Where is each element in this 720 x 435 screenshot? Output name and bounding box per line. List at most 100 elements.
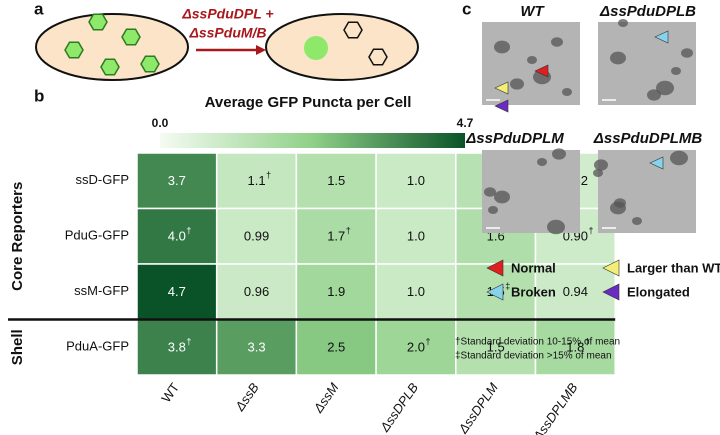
cell-label: 1.0 xyxy=(407,173,425,188)
heatmap-cell xyxy=(375,207,457,265)
cell-marker: † xyxy=(186,337,191,347)
particle xyxy=(537,158,547,166)
chart-title: Average GFP Puncta per Cell xyxy=(205,94,412,111)
cell-label: 3.3 xyxy=(248,340,266,355)
cell-label: 4.7 xyxy=(168,284,186,299)
image-title: ΔssPduDPLMB xyxy=(593,130,703,147)
micrograph xyxy=(482,150,580,233)
cell-label: 1.0 xyxy=(407,284,425,299)
cell-marker: † xyxy=(585,337,590,347)
particle xyxy=(594,159,608,171)
hexagon xyxy=(88,13,108,31)
cell-label: 1.0 xyxy=(407,229,425,244)
legend-swatch xyxy=(602,259,620,277)
cell-label: 2.0 xyxy=(407,340,425,355)
column-label: ΔssDPLMB xyxy=(530,380,581,435)
particle xyxy=(552,148,566,160)
row-group-label: Core Reporters xyxy=(9,182,26,291)
column-label: WT xyxy=(158,380,182,405)
particle xyxy=(671,67,681,75)
heatmap-cell xyxy=(215,318,298,376)
colorbar xyxy=(160,133,465,148)
arrowhead xyxy=(494,81,509,95)
cell-marker: † xyxy=(186,226,191,236)
legend-label: Normal xyxy=(511,260,556,275)
cell-label: 1.5 xyxy=(487,340,505,355)
heatmap-cell xyxy=(215,152,298,210)
panel-label: b xyxy=(34,86,44,105)
hexagon xyxy=(64,41,84,59)
particle xyxy=(647,89,661,101)
heatmap-cell xyxy=(534,263,616,321)
cell-label: 1.1 xyxy=(248,173,266,188)
cell-label: 1.7 xyxy=(327,229,345,244)
panel-label: a xyxy=(34,0,44,18)
image-title: ΔssPduDPLM xyxy=(465,130,564,147)
heatmap-cell xyxy=(136,263,218,321)
particle xyxy=(656,80,674,96)
colorbar-tick-label: 0.0 xyxy=(152,116,169,130)
cell-label: 0.99 xyxy=(244,229,269,244)
colorbar-tick-label: 4.7 xyxy=(457,116,474,130)
arrow-label: ΔssPduM/B xyxy=(188,25,266,41)
arrowhead xyxy=(649,156,664,170)
cell-label: 1.5 xyxy=(327,173,345,188)
cell-label: 3.7 xyxy=(168,173,186,188)
image-title: WT xyxy=(520,3,545,20)
heatmap-cell xyxy=(136,207,218,265)
legend-label: Larger than WT xyxy=(627,260,720,275)
hexagon xyxy=(121,28,141,46)
legend-label: Elongated xyxy=(627,284,690,299)
hexagon xyxy=(368,48,388,66)
particle xyxy=(562,88,572,96)
hexagon xyxy=(100,58,120,76)
particle xyxy=(681,48,693,58)
micrograph xyxy=(598,22,696,105)
particle xyxy=(551,37,563,47)
particle xyxy=(527,56,537,64)
cell xyxy=(265,13,419,81)
row-label: PduG-GFP xyxy=(65,228,129,243)
particle xyxy=(494,40,510,54)
footnote: ‡Standard deviation >15% of mean xyxy=(455,351,612,362)
particle xyxy=(632,217,642,225)
cell-label: 3.8 xyxy=(168,340,186,355)
cell-label: 1.9 xyxy=(327,284,345,299)
hexagon xyxy=(343,21,363,39)
particle xyxy=(494,190,510,204)
hexagon xyxy=(140,55,160,73)
heatmap-cell xyxy=(534,318,616,376)
cell-marker: † xyxy=(266,170,271,180)
cell-label: 4.0 xyxy=(168,229,186,244)
heatmap-cell xyxy=(295,152,377,210)
cell-marker: † xyxy=(346,226,351,236)
column-label: ΔssDPLM xyxy=(455,380,501,435)
cell-label: 1.8 xyxy=(566,340,584,355)
particle xyxy=(547,219,565,235)
particle xyxy=(593,169,603,177)
panel-label: c xyxy=(462,0,471,18)
particle xyxy=(610,51,626,65)
particle xyxy=(670,150,688,166)
hexagons xyxy=(64,13,388,76)
arrow-label: ΔssPduDPL + xyxy=(181,6,273,22)
column-label: ΔssB xyxy=(232,380,262,415)
particle xyxy=(484,187,496,197)
column-label: ΔssM xyxy=(310,380,342,416)
image-title: ΔssPduDPLB xyxy=(599,3,696,20)
arrowhead xyxy=(654,30,669,44)
particle xyxy=(614,198,626,208)
particle xyxy=(618,19,628,27)
row-label: ssD-GFP xyxy=(76,172,129,187)
arrow-head xyxy=(256,45,266,55)
heatmap-cell xyxy=(295,318,377,376)
legend-label: Broken xyxy=(511,284,556,299)
legend-swatch xyxy=(486,259,504,277)
aggregate xyxy=(304,36,328,60)
row-label: PduA-GFP xyxy=(66,339,129,354)
cell-label: 0.96 xyxy=(244,284,269,299)
cell-label: 2.5 xyxy=(327,340,345,355)
row-group-label: Shell xyxy=(9,329,26,365)
column-label: ΔssDPLB xyxy=(376,380,421,435)
